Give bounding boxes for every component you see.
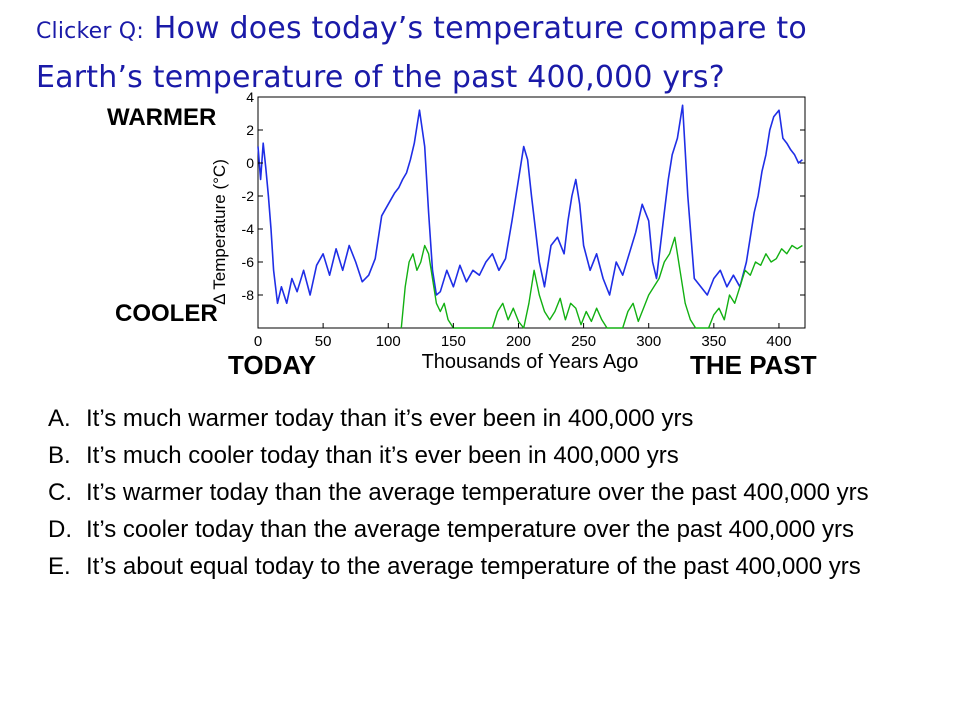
tick-layer: 0 50 100 150 200 250 300 350 400 4 2 0 -2 -4 -6 -8: [242, 92, 805, 350]
answer-e[interactable]: E. It’s about equal today to the average…: [48, 548, 948, 585]
y-tick-label: 4: [246, 92, 254, 105]
y-tick-label: 0: [246, 155, 254, 171]
answer-letter: A.: [48, 405, 71, 432]
x-tick-label: 400: [766, 333, 791, 350]
question-title: Clicker Q: How does today’s temperature …: [36, 6, 951, 101]
y-tick-label: -2: [242, 188, 255, 204]
answer-text: It’s much warmer today than it’s ever be…: [86, 405, 694, 432]
answer-text: It’s warmer today than the average tempe…: [86, 479, 869, 506]
y-tick-label: -8: [242, 287, 255, 303]
answer-text: It’s about equal today to the average te…: [86, 553, 861, 580]
answer-letter: E.: [48, 553, 71, 580]
answer-d[interactable]: D. It’s cooler today than the average te…: [48, 511, 948, 548]
x-tick-label: 50: [315, 333, 332, 350]
answer-letter: B.: [48, 442, 71, 469]
answer-text: It’s much cooler today than it’s ever be…: [86, 442, 679, 469]
x-tick-label: 150: [441, 333, 466, 350]
y-tick-label: -4: [242, 221, 255, 237]
x-tick-label: 350: [701, 333, 726, 350]
x-tick-label: 100: [376, 333, 401, 350]
cooler-label: COOLER: [115, 300, 218, 327]
series-line-green: [400, 236, 803, 329]
series-layer: [257, 104, 803, 329]
x-tick-label: 300: [636, 333, 661, 350]
plot-border: [257, 96, 806, 329]
clicker-prefix: Clicker Q:: [36, 19, 144, 44]
series-line-blue: [257, 104, 803, 305]
y-tick-label: -6: [242, 254, 255, 270]
y-axis-label: Δ Temperature (°C): [210, 159, 229, 305]
answer-c[interactable]: C. It’s warmer today than the average te…: [48, 474, 948, 511]
answer-a[interactable]: A. It’s much warmer today than it’s ever…: [48, 400, 948, 437]
answer-text: It’s cooler today than the average tempe…: [86, 516, 855, 543]
temperature-chart: 0 50 100 150 200 250 300 350 400 4 2 0 -2 -4 -6 -8 Thou…: [210, 92, 806, 373]
x-axis-label: Thousands of Years Ago: [422, 351, 639, 373]
x-tick-label: 200: [506, 333, 531, 350]
question-line-1: How does today’s temperature compare to: [153, 11, 807, 46]
answer-letter: C.: [48, 479, 72, 506]
answer-list: A. It’s much warmer today than it’s ever…: [48, 400, 948, 585]
question-line-2: Earth’s temperature of the past 400,000 …: [36, 60, 725, 95]
warmer-label: WARMER: [107, 104, 217, 131]
x-tick-label: 250: [571, 333, 596, 350]
today-label: TODAY: [228, 350, 317, 380]
y-tick-label: 2: [246, 122, 254, 138]
answer-letter: D.: [48, 516, 72, 543]
plot-frame: [257, 96, 806, 329]
the-past-label: THE PAST: [690, 350, 817, 380]
x-tick-label: 0: [254, 333, 262, 350]
answer-b[interactable]: B. It’s much cooler today than it’s ever…: [48, 437, 948, 474]
